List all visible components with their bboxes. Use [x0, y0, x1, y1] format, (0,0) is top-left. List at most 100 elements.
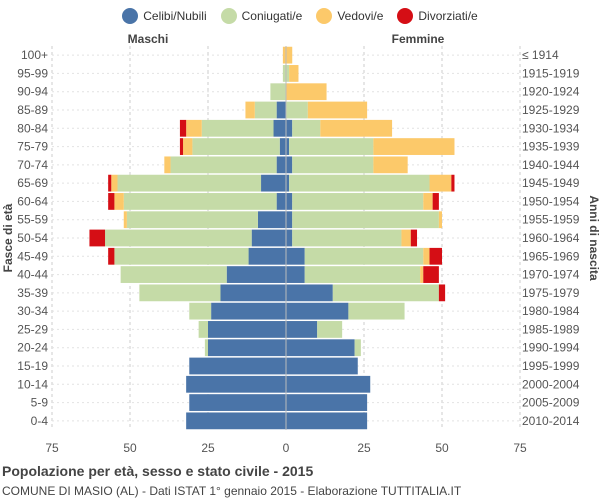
legend-item-celibi[interactable]: Celibi/Nubili: [122, 8, 207, 24]
female-bar: [438, 284, 446, 302]
female-bar: [286, 156, 293, 174]
legend-label-divorziati: Divorziati/e: [418, 9, 478, 23]
female-bar: [286, 83, 327, 101]
birth-year-label: 1925-1929: [522, 103, 580, 117]
male-bar: [261, 174, 286, 192]
female-bar: [420, 266, 424, 283]
x-tick-label: 75: [45, 441, 59, 455]
female-bar: [289, 174, 430, 192]
female-bar: [286, 211, 293, 229]
male-bar: [114, 193, 124, 210]
female-bar: [286, 394, 368, 411]
male-bar: [282, 65, 286, 82]
female-bar: [320, 119, 393, 137]
male-bar: [89, 229, 106, 247]
male-bar: [105, 229, 252, 247]
age-group-label: 25-29: [17, 322, 48, 336]
female-bar: [289, 65, 299, 82]
female-bar: [432, 193, 439, 210]
birth-year-label: 1965-1969: [522, 249, 580, 263]
female-bar: [286, 357, 358, 375]
female-bar: [286, 65, 290, 82]
male-bar: [179, 119, 187, 137]
males-label: Maschi: [128, 32, 169, 46]
male-bar: [201, 119, 274, 137]
female-bar: [292, 211, 439, 229]
female-bar: [348, 302, 405, 320]
female-bar: [286, 174, 290, 192]
female-bar: [286, 412, 368, 430]
birth-year-label: 1930-1934: [522, 121, 580, 135]
female-bar: [317, 321, 343, 338]
male-bar: [198, 321, 208, 338]
birth-year-label: 2010-2014: [522, 414, 580, 428]
male-bar: [186, 375, 286, 393]
birth-year-label: 1995-1999: [522, 359, 580, 373]
legend-swatch-coniugati: [220, 8, 237, 24]
male-bar: [189, 302, 212, 320]
male-bar: [123, 211, 127, 229]
male-bar: [170, 156, 277, 174]
male-bar: [139, 284, 221, 302]
male-bar: [254, 101, 277, 119]
female-bar: [373, 138, 455, 155]
legend-item-vedovi[interactable]: Vedovi/e: [316, 8, 383, 24]
age-group-label: 75-79: [17, 140, 48, 154]
age-group-label: 80-84: [17, 121, 48, 135]
age-group-label: 5-9: [31, 396, 49, 410]
female-bar: [286, 375, 371, 393]
female-bar: [451, 174, 455, 192]
birth-year-label: 1980-1984: [522, 304, 580, 318]
female-bar: [286, 119, 293, 137]
female-bar: [307, 101, 368, 119]
male-bar: [257, 211, 286, 229]
x-tick-label: 25: [357, 441, 371, 455]
age-group-label: 100+: [21, 48, 48, 62]
male-bar: [111, 174, 118, 192]
age-group-label: 55-59: [17, 213, 48, 227]
male-bar: [117, 174, 262, 192]
male-bar: [108, 174, 112, 192]
age-group-label: 0-4: [31, 414, 49, 428]
birth-year-label: 1990-1994: [522, 341, 580, 355]
male-bar: [208, 339, 286, 357]
age-group-label: 30-34: [17, 304, 48, 318]
legend-item-coniugati[interactable]: Coniugati/e: [220, 8, 302, 24]
legend: Celibi/Nubili Coniugati/e Vedovi/e Divor…: [0, 6, 600, 26]
female-bar: [423, 247, 430, 265]
male-bar: [108, 193, 115, 210]
female-bar: [286, 138, 290, 155]
female-bar: [292, 156, 374, 174]
female-bar: [292, 229, 402, 247]
age-group-label: 70-74: [17, 158, 48, 172]
age-group-label: 90-94: [17, 85, 48, 99]
legend-item-divorziati[interactable]: Divorziati/e: [397, 8, 478, 24]
female-bar: [332, 284, 439, 302]
male-bar: [276, 101, 286, 119]
y-axis-title-right: Anni di nascita: [587, 195, 600, 281]
male-bar: [189, 394, 286, 411]
male-bar: [273, 119, 286, 137]
age-group-label: 65-69: [17, 176, 48, 190]
male-bar: [251, 229, 286, 247]
birth-year-label: 2005-2009: [522, 396, 580, 410]
male-bar: [120, 266, 227, 283]
birth-year-label: 2000-2004: [522, 377, 580, 391]
male-bar: [248, 247, 286, 265]
male-bar: [226, 266, 286, 283]
birth-year-label: 1975-1979: [522, 286, 580, 300]
male-bar: [183, 138, 193, 155]
female-bar: [286, 266, 305, 283]
female-bar: [429, 174, 452, 192]
male-bar: [114, 247, 249, 265]
age-group-label: 45-49: [17, 249, 48, 263]
male-bar: [186, 119, 202, 137]
female-bar: [304, 266, 421, 283]
birth-year-label: 1940-1944: [522, 158, 580, 172]
female-bar: [292, 119, 321, 137]
age-group-label: 20-24: [17, 341, 48, 355]
male-bar: [204, 339, 208, 357]
male-bar: [270, 83, 286, 101]
female-bar: [429, 247, 442, 265]
